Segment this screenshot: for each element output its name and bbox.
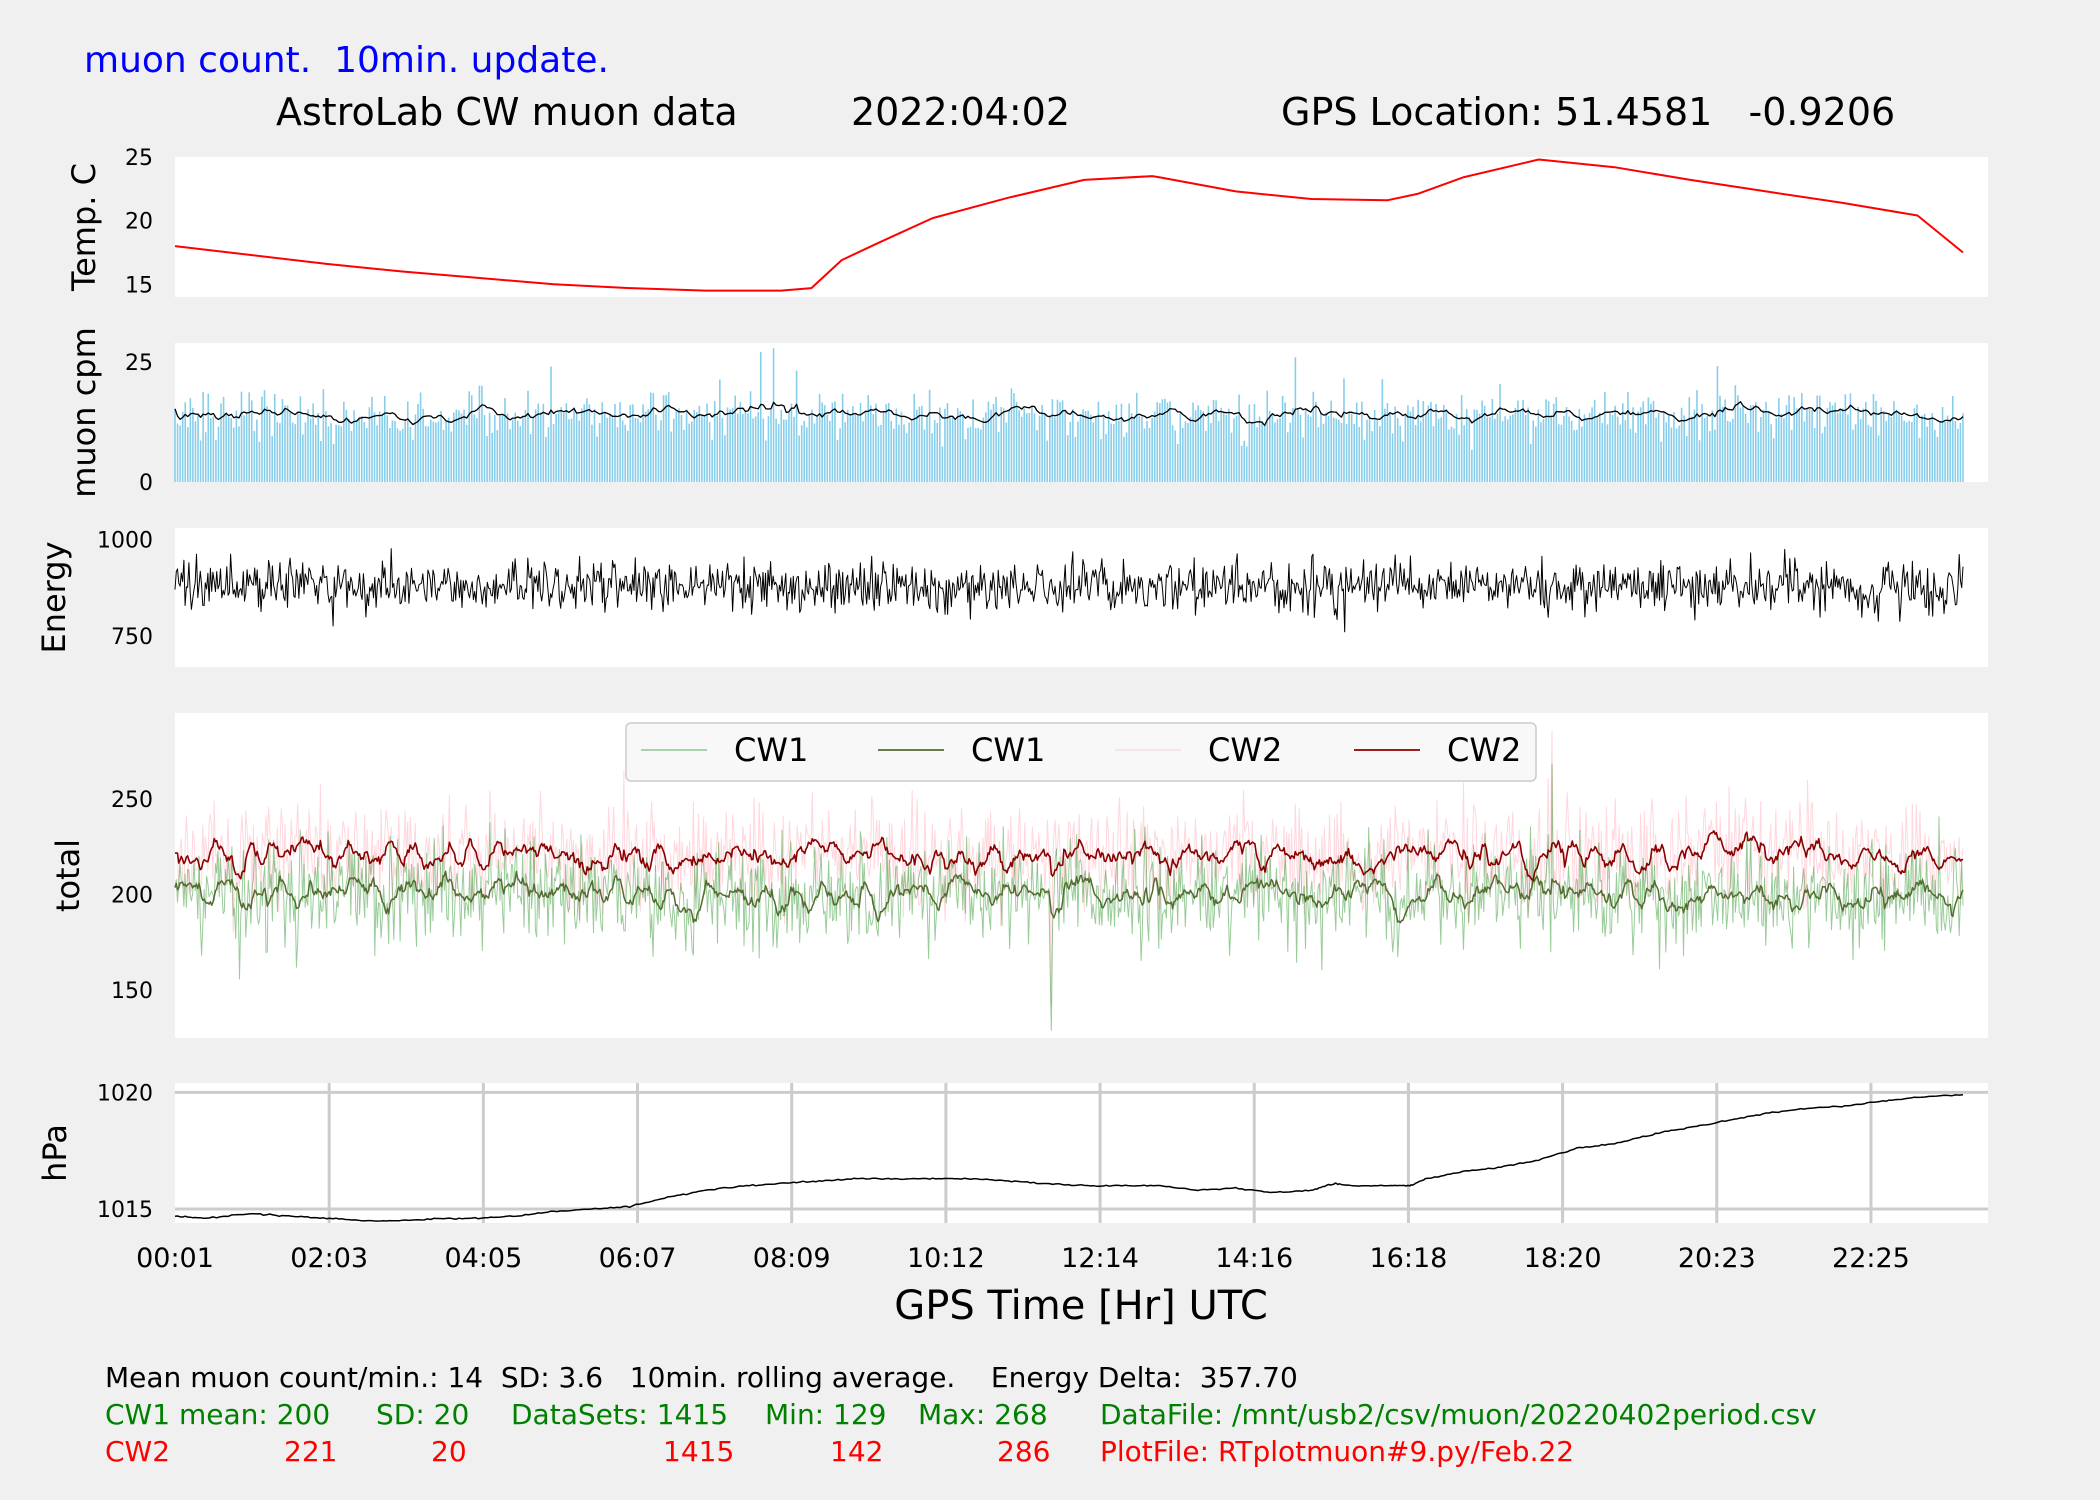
chart-title: AstroLab CW muon data: [276, 90, 738, 134]
y-tick-label: 750: [111, 625, 153, 650]
y-axis-label: total: [49, 839, 87, 912]
cw1-max: Max: 268: [918, 1398, 1048, 1431]
y-axis-label: hPa: [36, 1124, 74, 1182]
cw2-sd: 20: [431, 1435, 467, 1468]
header-note: muon count. 10min. update.: [84, 40, 609, 81]
y-tick-label: 150: [111, 979, 153, 1004]
cw1-min: Min: 129: [765, 1398, 887, 1431]
x-tick-label: 12:14: [1061, 1243, 1139, 1274]
y-axis-label: Energy: [35, 541, 73, 653]
cw2-datasets: 1415: [663, 1435, 735, 1468]
plot-panel: [175, 1083, 1988, 1223]
x-tick-label: 08:09: [753, 1243, 831, 1274]
cw1-datasets: DataSets: 1415: [511, 1398, 729, 1431]
cw1-sd: SD: 20: [376, 1398, 470, 1431]
y-tick-label: 15: [125, 273, 153, 298]
x-tick-label: 16:18: [1370, 1243, 1448, 1274]
x-tick-label: 22:25: [1832, 1243, 1910, 1274]
cw1-rolling-line: [174, 870, 1964, 924]
plot-panel: [175, 343, 1988, 482]
chart-date: 2022:04:02: [851, 90, 1071, 134]
legend-label: CW2: [1447, 731, 1521, 769]
x-axis-label: GPS Time [Hr] UTC: [894, 1283, 1268, 1329]
legend-label: CW2: [1208, 731, 1282, 769]
x-tick-label: 14:16: [1215, 1243, 1293, 1274]
x-tick-label: 06:07: [599, 1243, 677, 1274]
energy-line: [174, 548, 1964, 633]
muon-rolling-average: [174, 401, 1964, 427]
y-tick-label: 1000: [97, 529, 153, 554]
plot-panel: [175, 528, 1988, 667]
y-tick-label: 1020: [97, 1081, 153, 1106]
y-axis-label: muon cpm: [65, 327, 103, 498]
x-tick-label: 04:05: [444, 1243, 522, 1274]
cw2-min: 142: [830, 1435, 884, 1468]
y-tick-label: 25: [125, 146, 153, 171]
cw2-mean: 221: [284, 1435, 338, 1468]
legend: [625, 722, 1537, 782]
y-tick-label: 20: [125, 210, 153, 235]
cw2-raw-line: [174, 729, 1964, 1006]
gps-location: GPS Location: 51.4581 -0.9206: [1281, 90, 1896, 134]
cw1-mean: CW1 mean: 200: [105, 1398, 331, 1431]
stats-summary: Mean muon count/min.: 14 SD: 3.6 10min. …: [105, 1361, 1298, 1394]
y-tick-label: 250: [111, 788, 153, 813]
plot-file: PlotFile: RTplotmuon#9.py/Feb.22: [1100, 1435, 1575, 1468]
y-axis-label: Temp. C: [65, 163, 103, 292]
legend-label: CW1: [734, 731, 808, 769]
x-tick-label: 02:03: [290, 1243, 368, 1274]
y-tick-label: 0: [139, 471, 153, 496]
x-tick-label: 10:12: [907, 1243, 985, 1274]
temperature-line: [174, 158, 1964, 292]
y-tick-label: 1015: [97, 1198, 153, 1223]
x-tick-label: 00:01: [136, 1243, 214, 1274]
x-tick-label: 18:20: [1524, 1243, 1602, 1274]
data-file: DataFile: /mnt/usb2/csv/muon/20220402per…: [1100, 1398, 1817, 1431]
x-tick-label: 20:23: [1678, 1243, 1756, 1274]
cw2-max: 286: [997, 1435, 1051, 1468]
y-tick-label: 25: [125, 351, 153, 376]
y-tick-label: 200: [111, 884, 153, 909]
cw2-rolling-line: [174, 830, 1964, 882]
legend-label: CW1: [971, 731, 1045, 769]
pressure-line: [174, 1093, 1964, 1222]
cw2-label: CW2: [105, 1435, 171, 1468]
muon-bars: [174, 348, 1964, 482]
